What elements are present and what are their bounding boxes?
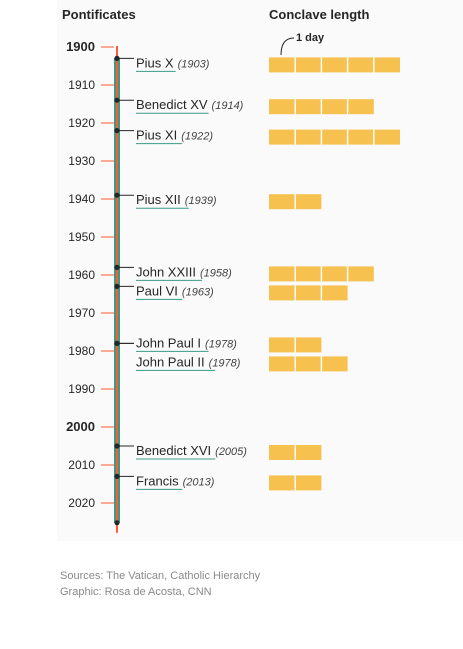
pope-name: John Paul I [136,335,201,350]
graphic-credit: Graphic: Rosa de Acosta, CNN [60,586,212,598]
pope-name: Benedict XVI [136,443,211,458]
one-day-label: 1 day [296,32,325,44]
tick-label: 2010 [68,458,95,472]
tick-label: 1910 [68,78,95,92]
tick-label: 1940 [68,192,95,206]
conclave-bar [269,356,348,372]
pope-name: Paul VI [136,283,178,298]
pope-name: John XXIII [136,264,196,279]
tick-label: 1950 [68,230,95,244]
conclave-bar [269,285,348,301]
tick-label: 1980 [68,344,95,358]
pope-year: (1922) [181,131,213,143]
pope-label: John Paul I (1978) [136,335,237,350]
tick-label: 1920 [68,116,95,130]
tick-label: 1930 [68,154,95,168]
pontificates-header: Pontificates [62,7,136,22]
tick-label: 2020 [68,496,95,510]
tick-label: 1960 [68,268,95,282]
pope-name: Pius XI [136,128,177,143]
timeline-end-dot [114,520,120,526]
pope-name: Pius X [136,55,174,70]
pope-year: (2005) [215,446,247,458]
pope-label: John XXIII (1958) [136,264,232,279]
conclave-length-header: Conclave length [269,7,370,22]
tick-label: 2000 [66,419,95,434]
pope-label: Pius X (1903) [136,55,210,70]
pope-label: Pius XII (1939) [136,192,217,207]
sources-credit: Sources: The Vatican, Catholic Hierarchy [60,570,261,582]
pope-label: Paul VI (1963) [136,283,214,298]
pope-name: Francis [136,473,179,488]
conclave-bar [269,57,400,73]
pope-year: (2013) [183,476,215,488]
conclave-bars [269,57,400,491]
pope-year: (1903) [178,58,210,70]
one-day-arrow [280,37,295,56]
pope-label: John Paul II (1978) [136,354,241,369]
pope-label: Benedict XV (1914) [136,97,244,112]
pope-name: Pius XII [136,192,181,207]
chart-panel [57,0,463,541]
pope-year: (1914) [212,100,244,112]
tick-label: 1970 [68,306,95,320]
pope-name: John Paul II [136,354,205,369]
pope-year: (1963) [182,286,214,298]
tick-label: 1990 [68,382,95,396]
one-day-annotation: 1 day [280,32,325,56]
conclave-bar [269,129,400,145]
year-ticks: 1900 1910 1920 1930 1940 1950 1960 1970 1980 1990… [66,39,114,510]
pope-year: (1939) [185,195,217,207]
pope-markers: Pius X (1903) Benedict XV (1914) Pius XI (192… [114,55,247,490]
timeline-axis [114,46,120,533]
pope-label: Benedict XVI (2005) [136,443,247,458]
pope-year: (1958) [200,267,232,279]
pontificates-chart: 1900 1910 1920 1930 1940 1950 1960 1970 1980 1990… [66,32,400,533]
pope-year: (1978) [205,338,237,350]
pope-year: (1978) [209,357,241,369]
pope-label: Pius XI (1922) [136,128,213,143]
tick-label: 1900 [66,39,95,54]
pope-label: Francis (2013) [136,473,215,488]
pope-name: Benedict XV [136,97,208,112]
